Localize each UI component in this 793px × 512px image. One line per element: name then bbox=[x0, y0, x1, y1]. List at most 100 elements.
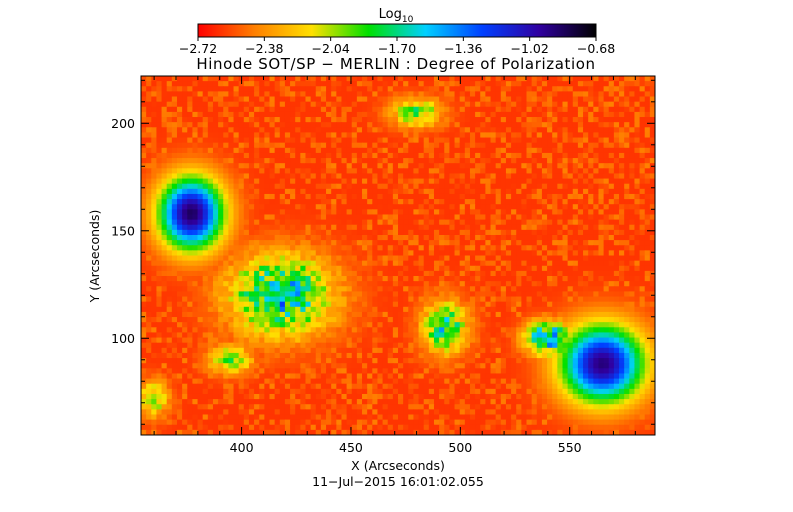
heatmap-cell bbox=[541, 193, 548, 200]
heatmap-cell bbox=[377, 178, 384, 185]
heatmap-cell bbox=[577, 137, 584, 144]
heatmap-cell bbox=[603, 96, 610, 103]
heatmap-cell bbox=[634, 152, 641, 159]
heatmap-cell bbox=[547, 204, 553, 210]
heatmap-cell bbox=[279, 168, 286, 175]
heatmap-cell bbox=[264, 219, 271, 226]
heatmap-cell bbox=[182, 229, 188, 236]
heatmap-cell bbox=[403, 96, 409, 103]
heatmap-cell bbox=[351, 204, 358, 210]
heatmap-cell bbox=[408, 188, 415, 195]
heatmap-cell bbox=[547, 86, 553, 92]
heatmap-cell bbox=[608, 306, 615, 313]
heatmap-cell bbox=[552, 188, 558, 195]
heatmap-cell bbox=[490, 209, 497, 216]
heatmap-cell bbox=[619, 81, 625, 87]
heatmap-cell bbox=[541, 152, 548, 159]
heatmap-cell bbox=[346, 311, 353, 318]
heatmap-cell bbox=[382, 286, 389, 292]
heatmap-cell bbox=[613, 322, 620, 328]
heatmap-cell bbox=[269, 229, 276, 236]
heatmap-cell bbox=[619, 317, 625, 323]
heatmap-cell bbox=[387, 317, 394, 323]
heatmap-cell bbox=[505, 209, 512, 216]
heatmap-cell bbox=[284, 311, 291, 318]
heatmap-cell bbox=[192, 219, 199, 226]
heatmap-cell bbox=[264, 234, 271, 241]
heatmap-cell bbox=[495, 91, 502, 98]
heatmap-cell bbox=[146, 158, 152, 164]
heatmap-cell bbox=[254, 158, 260, 164]
heatmap-cell bbox=[608, 86, 615, 92]
heatmap-cell bbox=[485, 111, 492, 118]
heatmap-cell bbox=[552, 111, 558, 118]
heatmap-cell bbox=[336, 76, 343, 82]
heatmap-cell bbox=[192, 101, 199, 108]
heatmap-cell bbox=[567, 81, 574, 87]
heatmap-cell bbox=[629, 142, 636, 149]
heatmap-cell bbox=[192, 96, 199, 103]
heatmap-cell bbox=[583, 204, 589, 210]
heatmap-cell bbox=[521, 127, 528, 134]
heatmap-cell bbox=[449, 219, 456, 226]
heatmap-cell bbox=[500, 81, 507, 87]
heatmap-cell bbox=[485, 137, 492, 144]
heatmap-cell bbox=[182, 291, 188, 298]
heatmap-cell bbox=[269, 219, 276, 226]
heatmap-cell bbox=[403, 188, 409, 195]
heatmap-cell bbox=[428, 168, 435, 175]
heatmap-cell bbox=[161, 158, 168, 164]
heatmap-cell bbox=[557, 168, 564, 175]
heatmap-cell bbox=[593, 193, 600, 200]
heatmap-cell bbox=[367, 147, 373, 154]
heatmap-cell bbox=[212, 245, 219, 251]
heatmap-cell bbox=[187, 281, 193, 287]
heatmap-cell bbox=[516, 291, 522, 298]
heatmap-cell bbox=[423, 322, 430, 328]
heatmap-cell bbox=[310, 91, 317, 98]
heatmap-cell bbox=[207, 111, 214, 118]
heatmap-cell bbox=[310, 234, 317, 241]
heatmap-cell bbox=[284, 250, 291, 257]
heatmap-cell bbox=[444, 317, 450, 323]
heatmap-cell bbox=[639, 209, 646, 216]
heatmap-cell bbox=[290, 132, 296, 139]
heatmap-cell bbox=[454, 193, 461, 200]
heatmap-cell bbox=[629, 188, 636, 195]
heatmap-cell bbox=[151, 209, 158, 216]
heatmap-cell bbox=[475, 311, 481, 318]
heatmap-cell bbox=[567, 322, 574, 328]
heatmap-cell bbox=[161, 173, 168, 180]
heatmap-cell bbox=[459, 281, 466, 287]
heatmap-cell bbox=[320, 117, 327, 123]
heatmap-cell bbox=[593, 127, 600, 134]
heatmap-cell bbox=[351, 193, 358, 200]
heatmap-cell bbox=[408, 255, 415, 262]
heatmap-cell bbox=[418, 286, 425, 292]
heatmap-cell bbox=[639, 137, 646, 144]
heatmap-cell bbox=[346, 91, 353, 98]
heatmap-cell bbox=[598, 250, 605, 257]
heatmap-cell bbox=[547, 199, 553, 205]
heatmap-cell bbox=[634, 96, 641, 103]
heatmap-cell bbox=[171, 122, 178, 128]
heatmap-cell bbox=[274, 204, 281, 210]
heatmap-cell bbox=[243, 245, 250, 251]
heatmap-cell bbox=[418, 91, 425, 98]
heatmap-cell bbox=[439, 260, 445, 267]
heatmap-cell bbox=[547, 132, 553, 139]
heatmap-cell bbox=[459, 286, 466, 292]
heatmap-cell bbox=[505, 178, 512, 185]
heatmap-cell bbox=[254, 327, 260, 334]
heatmap-cell bbox=[279, 327, 286, 334]
heatmap-cell bbox=[212, 178, 219, 185]
heatmap-cell bbox=[187, 147, 193, 154]
heatmap-cell bbox=[608, 91, 615, 98]
heatmap-cell bbox=[567, 199, 574, 205]
heatmap-cell bbox=[433, 250, 440, 257]
heatmap-cell bbox=[146, 270, 152, 277]
heatmap-cell bbox=[634, 255, 641, 262]
heatmap-cell bbox=[423, 91, 430, 98]
heatmap-cell bbox=[259, 286, 265, 292]
heatmap-cell bbox=[166, 296, 173, 303]
